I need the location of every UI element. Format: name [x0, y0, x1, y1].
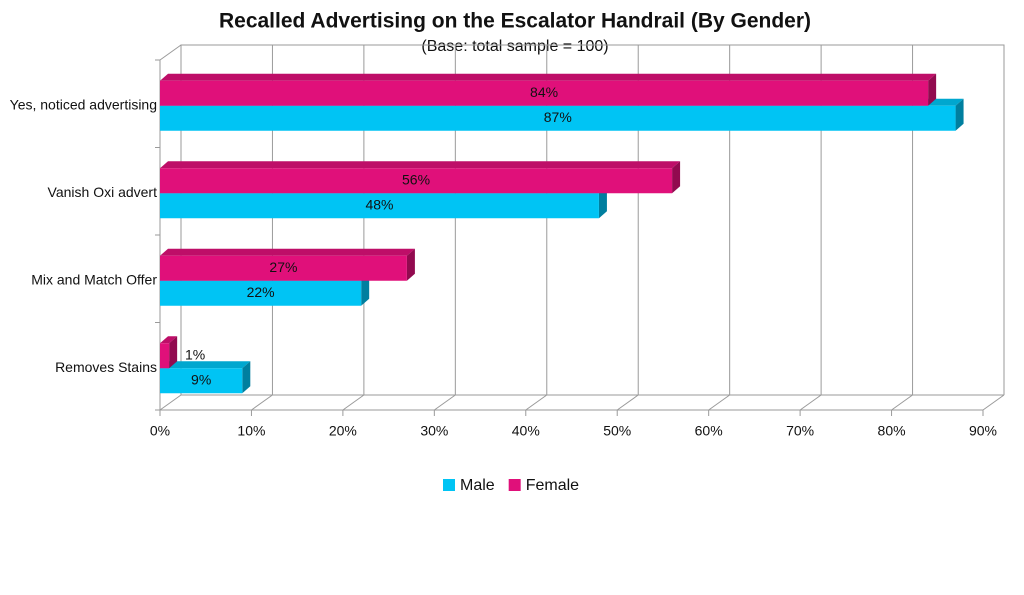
bar-side [928, 73, 937, 106]
floor-line [616, 394, 639, 411]
x-tick-label: 10% [237, 423, 265, 439]
y-tick-label: Mix and Match Offer [31, 271, 157, 287]
x-tick-label: 40% [512, 423, 540, 439]
bar [160, 80, 929, 106]
bar [160, 280, 362, 306]
bar [160, 168, 673, 194]
value-label: 9% [191, 371, 211, 387]
bar-top [160, 161, 681, 169]
bar-side [598, 186, 607, 219]
bar-top [160, 73, 937, 81]
bar-side [955, 98, 964, 131]
x-tick-label: 80% [878, 423, 906, 439]
x-tick-label: 30% [420, 423, 448, 439]
legend-swatch [443, 479, 455, 491]
x-tick-label: 90% [969, 423, 997, 439]
value-label: 48% [365, 196, 393, 212]
x-tick-label: 20% [329, 423, 357, 439]
floor-line [708, 394, 730, 411]
chart-subtitle: (Base: total sample = 100) [421, 38, 608, 55]
bar-side [361, 273, 370, 306]
x-tick-label: 70% [786, 423, 814, 439]
floor-line [159, 394, 182, 411]
value-label: 56% [402, 171, 430, 187]
bar-top [160, 361, 251, 369]
y-tick-label: Vanish Oxi advert [48, 184, 158, 200]
y-tick-label: Removes Stains [55, 359, 157, 375]
bar [160, 343, 170, 369]
value-label: 1% [185, 346, 205, 362]
value-label: 27% [269, 259, 297, 275]
chart-title: Recalled Advertising on the Escalator Ha… [219, 10, 811, 33]
bar-top [160, 336, 178, 344]
floor-line [799, 394, 822, 411]
value-label: 87% [544, 109, 572, 125]
floor-line [434, 394, 456, 411]
bar-side [242, 361, 251, 394]
value-label: 22% [247, 284, 275, 300]
bar-side [406, 248, 415, 281]
legend-swatch [508, 479, 521, 491]
floor-line [891, 394, 913, 411]
legend-label: Male [460, 477, 495, 494]
floor-line [251, 394, 273, 411]
legend-label: Female [526, 477, 579, 494]
bar [160, 255, 407, 281]
bar-side [169, 336, 178, 369]
bar [160, 193, 599, 219]
floor-line [342, 394, 365, 411]
bar-top [160, 248, 415, 256]
floor-line [982, 394, 1005, 411]
floor-line [525, 394, 548, 411]
bar [160, 368, 243, 394]
x-tick-label: 0% [150, 423, 170, 439]
bar-side [672, 161, 681, 194]
left-wall-top [159, 44, 182, 61]
value-label: 84% [530, 84, 558, 100]
y-tick-label: Yes, noticed advertising [10, 96, 157, 112]
x-tick-label: 50% [603, 423, 631, 439]
bar [160, 105, 956, 131]
x-tick-label: 60% [695, 423, 723, 439]
